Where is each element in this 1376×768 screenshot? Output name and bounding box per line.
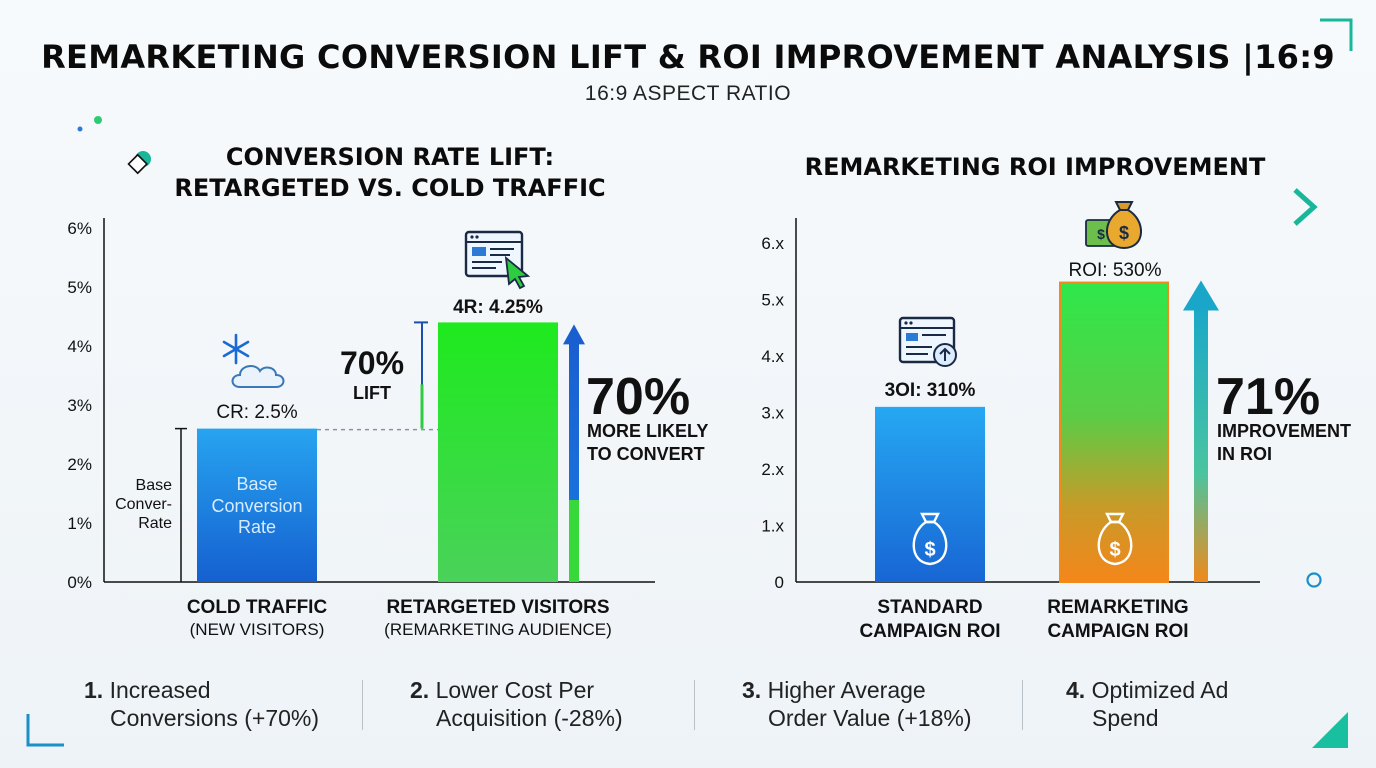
decor-dots [77,116,102,132]
cold-bar-inner-label-2: Conversion [211,496,302,516]
standard-bar-value-label: 3OI: 310% [885,380,976,401]
conversion-arrow-green-base [569,500,579,582]
y-tick-label: 5% [67,278,92,297]
left-chart-title-line2: RETARGETED VS. COLD TRAFFIC [174,174,606,202]
svg-text:$: $ [1119,223,1129,243]
bar-remarketing-campaign [1059,281,1169,583]
footer-item-1-line2: Conversions (+70%) [110,705,320,731]
footer-item-1-line1: Increased [109,677,211,703]
chevron-right-icon [1293,188,1318,226]
circle-outline-icon [1306,572,1322,588]
big-conversion-text-1: MORE LIKELY [587,421,708,441]
footer-divider [694,680,695,730]
conversion-arrow-head [563,324,585,345]
y-tick-label: 6% [67,219,92,238]
base-bracket-label-3: Rate [138,515,172,532]
left-y-tick-labels: 0% 1% 2% 3% 4% 5% 6% [67,219,92,592]
footer-item-2: 2. Lower Cost Per Acquisition (-28%) [410,676,623,732]
footer-divider [1022,680,1023,730]
cold-traffic-label: COLD TRAFFIC [187,597,328,618]
roi-chart: 01.x2.x3.x4.x5.x6.x 3OI: 310% ROI: 530% … [761,201,1351,642]
conversion-rate-chart: 0% 1% 2% 3% 4% 5% 6% Base Conver- Rate Base Co… [67,218,708,639]
browser-upload-icon [898,316,957,367]
big-roi-text-2: IN ROI [1217,444,1272,464]
svg-text:$: $ [1097,226,1105,242]
footer-item-3-line1: Higher Average [767,677,926,703]
roi-arrow-head [1183,280,1219,311]
svg-text:$: $ [924,539,935,561]
base-bracket-label-1: Base [136,477,173,494]
left-chart-title-line1: CONVERSION RATE LIFT: [225,143,555,171]
svg-text:$: $ [1109,539,1120,561]
bar-cold-traffic [197,428,317,582]
footer-item-1: 1. Increased Conversions (+70%) [84,676,319,732]
remarketing-bar-value-label: ROI: 530% [1069,260,1162,281]
footer-item-2-line1: Lower Cost Per [435,677,595,703]
y-tick-label: 1% [67,514,92,533]
footer-item-3-line2: Order Value (+18%) [768,705,972,731]
browser-cursor-icon [464,230,531,290]
retargeted-label: RETARGETED VISITORS [386,597,609,618]
lift-word: LIFT [353,383,391,403]
right-y-tick-labels: 0 1.x 2.x 3.x 4.x 5.x 6.x [761,234,784,592]
money-bag-icon: $ [912,512,948,566]
cold-bar-inner-label-1: Base [236,474,277,494]
footer-item-3-num: 3. [742,677,762,703]
footer-item-1-num: 1. [84,677,104,703]
money-bag-icon: $ [1097,512,1133,566]
lift-percent: 70% [340,345,404,381]
y-tick-label: 0% [67,573,92,592]
big-roi-percent: 71% [1216,368,1320,426]
roi-arrow-shaft [1194,308,1208,582]
base-bracket-label-2: Conver- [115,496,172,513]
corner-accent-top-right [1320,18,1353,51]
corner-accent-bottom-left [26,714,64,747]
standard-label-1: STANDARD [877,597,982,618]
standard-label-2: CAMPAIGN ROI [859,621,1000,642]
y-tick-label: 3.x [761,404,784,423]
page-title: REMARKETING CONVERSION LIFT & ROI IMPROV… [41,38,1335,76]
y-tick-label: 1.x [761,517,784,536]
bar-retargeted-visitors [438,322,558,582]
y-tick-label: 5.x [761,291,784,310]
corner-accent-bottom-right [1312,712,1348,748]
retargeted-sublabel: (REMARKETING AUDIENCE) [384,620,612,639]
y-tick-label: 3% [67,396,92,415]
footer-divider [362,680,363,730]
y-tick-label: 2% [67,455,92,474]
footer-item-4-num: 4. [1066,677,1086,703]
remarketing-label-1: REMARKETING [1047,597,1188,618]
y-tick-label: 6.x [761,234,784,253]
conversion-arrow-shaft [569,340,579,582]
bar-standard-campaign [875,406,985,582]
left-chart-title: CONVERSION RATE LIFT: RETARGETED VS. COL… [150,142,630,204]
big-conversion-percent: 70% [586,368,690,426]
snowflake-cloud-icon [222,333,285,388]
money-bag-cash-icon: $ $ [1085,201,1142,250]
footer-item-4: 4. Optimized Ad Spend [1066,676,1228,732]
footer-item-2-line2: Acquisition (-28%) [436,705,623,731]
footer-item-4-line1: Optimized Ad [1091,677,1229,703]
y-tick-label: 0 [775,573,784,592]
big-roi-text-1: IMPROVEMENT [1217,421,1351,441]
cold-bar-value-label: CR: 2.5% [216,402,297,423]
y-tick-label: 4.x [761,347,784,366]
retargeted-bar-value-label: 4R: 4.25% [453,297,543,318]
footer-item-2-num: 2. [410,677,430,703]
remarketing-label-2: CAMPAIGN ROI [1047,621,1188,642]
eraser-icon [127,151,151,175]
footer-item-3: 3. Higher Average Order Value (+18%) [742,676,971,732]
cold-traffic-sublabel: (NEW VISITORS) [190,620,325,639]
page-subtitle: 16:9 ASPECT RATIO [584,82,792,105]
y-tick-label: 4% [67,337,92,356]
big-conversion-text-2: TO CONVERT [587,444,705,464]
cold-bar-inner-label-3: Rate [238,517,276,537]
footer-item-4-line2: Spend [1092,705,1159,731]
y-tick-label: 2.x [761,460,784,479]
right-chart-title: REMARKETING ROI IMPROVEMENT [804,153,1266,181]
